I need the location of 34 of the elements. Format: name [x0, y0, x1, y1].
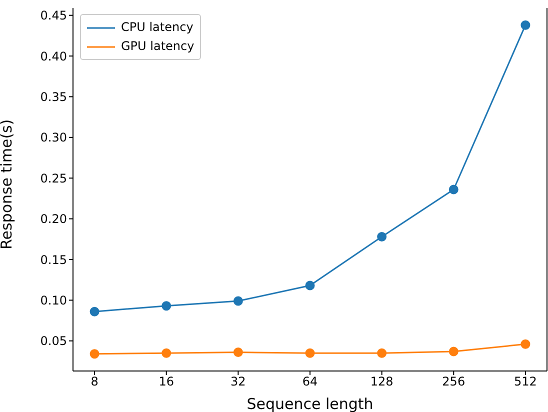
point: [90, 349, 100, 359]
legend-label: GPU latency: [121, 38, 194, 55]
y-tick-label: 0.40: [40, 49, 67, 64]
point: [162, 301, 172, 311]
x-tick-label: 64: [302, 374, 318, 389]
x-tick-label: 256: [442, 374, 466, 389]
x-tick-label: 32: [230, 374, 246, 389]
point: [520, 20, 530, 30]
x-tick-label: 128: [370, 374, 394, 389]
y-tick-label: 0.05: [40, 334, 67, 348]
y-tick-label: 0.30: [40, 130, 67, 145]
point: [233, 296, 243, 306]
x-tick-label: 16: [158, 374, 174, 389]
point: [90, 306, 100, 316]
point: [233, 348, 243, 358]
y-tick-label: 0.15: [40, 252, 67, 267]
y-axis-title: Response time(s): [0, 119, 16, 250]
x-tick-label: 512: [514, 374, 537, 389]
point: [377, 348, 387, 358]
y-tick-label: 0.35: [40, 90, 67, 104]
x-axis-title: Sequence length: [246, 395, 374, 412]
legend-label: CPU latency: [121, 19, 194, 36]
y-tick-label: 0.10: [40, 293, 67, 308]
point: [448, 184, 458, 194]
point: [305, 348, 315, 358]
point: [520, 339, 530, 349]
y-tick-label: 0.45: [40, 8, 67, 23]
point: [162, 348, 172, 358]
x-tick-label: 8: [90, 374, 98, 389]
y-tick-label: 0.20: [40, 212, 67, 226]
point: [305, 280, 315, 290]
y-tick-label: 0.25: [40, 171, 67, 186]
point: [448, 346, 458, 356]
point: [377, 232, 387, 242]
